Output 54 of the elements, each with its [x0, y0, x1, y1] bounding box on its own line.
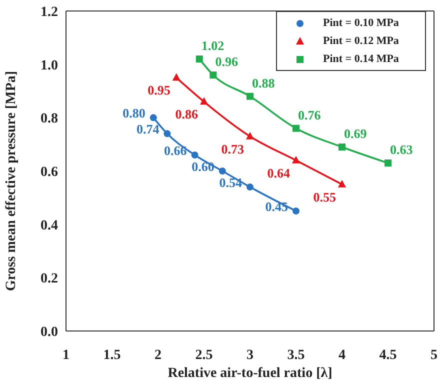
- data-label: 0.76: [298, 107, 322, 122]
- point: [246, 132, 254, 140]
- x-tick-label: 4.5: [379, 348, 397, 363]
- y-tick-label: 0.2: [40, 272, 58, 287]
- data-label: 0.66: [164, 142, 188, 158]
- point: [338, 180, 346, 188]
- point: [218, 168, 226, 174]
- y-tick-label: 1.2: [40, 4, 58, 20]
- legend-label: Pint = 0.12 MPa: [323, 34, 399, 49]
- data-label: 0.45: [265, 198, 288, 214]
- data-label: 0.96: [215, 54, 238, 69]
- point: [150, 114, 157, 122]
- y-tick-label: 1.0: [40, 58, 58, 74]
- point: [338, 144, 346, 150]
- point: [292, 156, 300, 164]
- x-tick-label: 3: [246, 348, 254, 363]
- y-tick-label: 0.0: [40, 324, 58, 340]
- data-label: 0.54: [219, 174, 242, 190]
- x-tick-label: 1: [62, 348, 70, 363]
- x-tick-label: 1.5: [103, 348, 121, 363]
- point: [191, 152, 198, 158]
- x-tick-label: 3.5: [287, 348, 305, 363]
- point: [292, 124, 300, 132]
- point: [246, 184, 254, 190]
- x-axis-title: Relative air-to-fuel ratio [λ]: [168, 366, 332, 381]
- data-label: 0.95: [148, 82, 171, 98]
- point: [172, 73, 180, 81]
- x-tick-label: 5: [430, 348, 438, 363]
- point: [384, 160, 392, 166]
- x-tick-label: 2: [154, 348, 162, 363]
- point: [292, 208, 300, 214]
- data-label: 0.55: [313, 189, 336, 204]
- data-label: 1.02: [201, 38, 224, 53]
- data-label: 0.74: [136, 122, 160, 137]
- data-label: 0.80: [122, 106, 146, 121]
- point: [164, 130, 171, 138]
- y-axis-title: Gross mean effective pressure [MPa]: [4, 70, 19, 291]
- legend-label: Pint = 0.10 MPa: [323, 16, 399, 31]
- data-label: 0.63: [390, 142, 414, 157]
- y-tick-label: 0.4: [40, 218, 58, 234]
- y-tick-label: 0.6: [40, 164, 58, 180]
- y-tick-label: 0.8: [40, 112, 58, 127]
- data-label: 0.88: [252, 75, 276, 90]
- data-label: 0.64: [267, 165, 290, 180]
- point: [200, 97, 208, 105]
- data-label: 0.69: [344, 126, 368, 141]
- data-label: 0.73: [221, 141, 244, 156]
- point: [196, 56, 203, 62]
- x-tick-label: 4: [338, 348, 346, 363]
- x-tick-label: 2.5: [195, 348, 213, 363]
- data-label: 0.86: [175, 106, 198, 122]
- legend-label: Pint = 0.14 MPa: [323, 52, 399, 67]
- point: [246, 92, 254, 100]
- point: [210, 72, 217, 78]
